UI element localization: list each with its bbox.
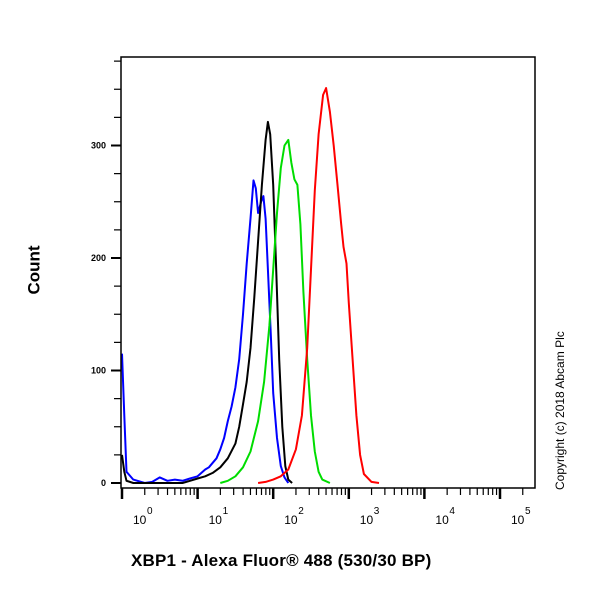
- copyright-text: Copyright (c) 2018 Abcam Plc: [553, 331, 567, 490]
- x-tick-exponent: 2: [298, 506, 304, 517]
- y-tick-label: 300: [91, 141, 106, 151]
- y-tick-label: 0: [101, 478, 106, 488]
- x-tick-exponent: 0: [147, 506, 153, 517]
- x-tick-label: 10: [133, 513, 147, 527]
- x-tick-label: 10: [435, 513, 449, 527]
- histogram-curves: [121, 87, 380, 484]
- curve-black: [121, 120, 293, 484]
- x-tick-exponent: 4: [449, 506, 455, 517]
- curve-red: [257, 87, 380, 484]
- y-tick-label: 200: [91, 253, 106, 263]
- plot-frame: [120, 56, 536, 489]
- x-axis-title: XBP1 - Alexa Fluor® 488 (530/30 BP): [131, 551, 432, 570]
- x-tick-label: 10: [209, 513, 223, 527]
- curve-blue: [121, 179, 290, 484]
- y-axis-title: Count: [24, 245, 44, 295]
- x-tick-exponent: 3: [374, 506, 380, 517]
- x-tick-label: 10: [511, 513, 525, 527]
- x-tick-label: 10: [360, 513, 374, 527]
- y-axis: 0 100 200 300: [91, 60, 121, 488]
- x-tick-label: 10: [284, 513, 298, 527]
- x-tick-exponent: 1: [223, 506, 229, 517]
- curve-green: [220, 138, 331, 484]
- y-tick-label: 100: [91, 366, 106, 376]
- x-tick-exponent: 5: [525, 506, 531, 517]
